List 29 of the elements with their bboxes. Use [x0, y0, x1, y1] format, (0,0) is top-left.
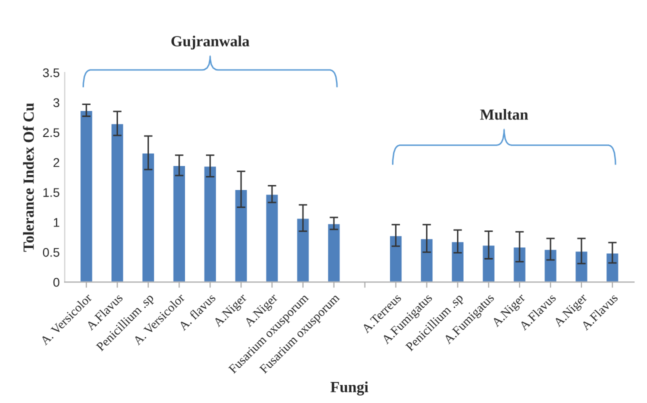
y-tick-label: 0 — [53, 278, 60, 287]
bar — [481, 244, 496, 282]
y-tick-label: 2.5 — [43, 128, 60, 138]
bar — [543, 248, 558, 282]
bar — [172, 164, 186, 282]
bar — [388, 234, 403, 282]
y-tick-label: 3.5 — [42, 68, 60, 78]
y-tick-label: 2 — [54, 158, 60, 167]
bar — [141, 152, 156, 282]
bar — [79, 110, 94, 282]
y-tick-label: 0.5 — [42, 248, 60, 257]
bar — [574, 250, 589, 282]
bar — [110, 122, 124, 282]
text: Gujranwala — [171, 36, 250, 50]
x-axis-title: Fungi — [330, 381, 368, 396]
bar — [326, 222, 342, 282]
y-tick-label: 3 — [53, 98, 60, 108]
bar — [296, 217, 310, 282]
bar — [264, 193, 280, 282]
bar — [234, 188, 248, 282]
bar — [450, 240, 465, 282]
bar — [420, 238, 434, 282]
bar — [202, 165, 218, 282]
annotation: Multan — [480, 108, 528, 120]
bar — [605, 252, 620, 282]
y-tick-label: 1.5 — [43, 188, 60, 197]
y-tick-label: 1 — [54, 218, 60, 227]
bar — [512, 246, 527, 282]
y-axis-title: Tolerance Index Of Cu — [22, 103, 34, 252]
